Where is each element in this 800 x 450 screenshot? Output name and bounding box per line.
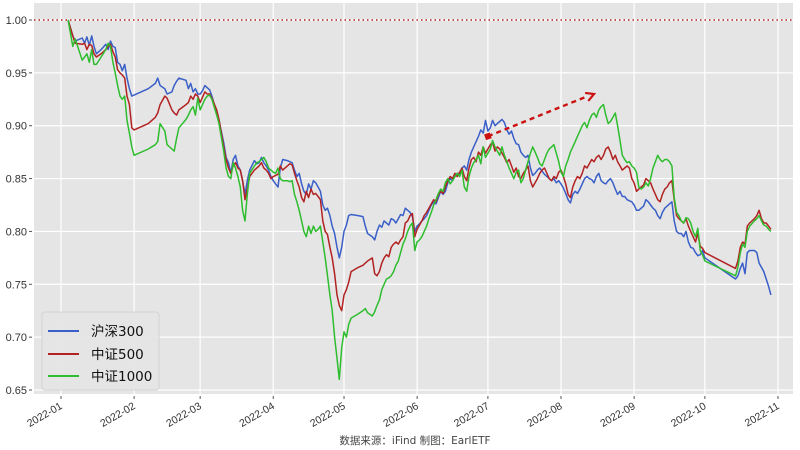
- y-axis-ticks: 0.65 0.70 0.75 0.80 0.85 0.90 0.95 1.00: [6, 15, 32, 397]
- legend-label-zz1000: 中证1000: [91, 369, 152, 385]
- x-tick-label: 2022-05: [308, 400, 348, 430]
- series-line-0: [67, 19, 772, 296]
- legend: 沪深300 中证500 中证1000: [41, 311, 160, 391]
- x-tick-label: 2022-07: [452, 400, 492, 430]
- x-tick-label: 2022-04: [237, 400, 277, 430]
- y-tick-label: 0.75: [6, 279, 27, 291]
- y-tick-label: 0.70: [6, 332, 27, 344]
- arrow-head-icon: [584, 91, 597, 102]
- x-axis-ticks: 2022-01 2022-02 2022-03 2022-04 2022-05 2022-…: [25, 396, 782, 430]
- source-caption: 数据来源：iFind 制图：EarlETF: [339, 434, 490, 447]
- y-tick-label: 0.85: [6, 174, 27, 186]
- series-line-2: [67, 19, 772, 381]
- plot-background: [34, 3, 793, 394]
- x-tick-label: 2022-02: [98, 400, 138, 430]
- y-tick-label: 0.65: [6, 385, 27, 397]
- series-line-1: [67, 19, 772, 312]
- annotation-arrow: [484, 91, 597, 141]
- x-tick-label: 2022-01: [25, 400, 65, 430]
- y-tick-label: 1.00: [6, 15, 27, 27]
- y-tick-label: 0.80: [6, 226, 27, 238]
- x-tick-label: 2022-03: [164, 400, 204, 430]
- y-tick-label: 0.95: [6, 68, 27, 80]
- x-tick-label: 2022-06: [381, 400, 421, 430]
- x-tick-label: 2022-11: [743, 400, 782, 429]
- x-tick-label: 2022-10: [669, 400, 709, 430]
- series-lines: [67, 19, 772, 381]
- x-tick-label: 2022-08: [525, 400, 565, 430]
- y-tick-label: 0.90: [6, 121, 27, 133]
- x-tick-label: 2022-09: [598, 400, 638, 430]
- legend-label-hs300: 沪深300: [91, 324, 144, 340]
- legend-label-zz500: 中证500: [91, 347, 144, 363]
